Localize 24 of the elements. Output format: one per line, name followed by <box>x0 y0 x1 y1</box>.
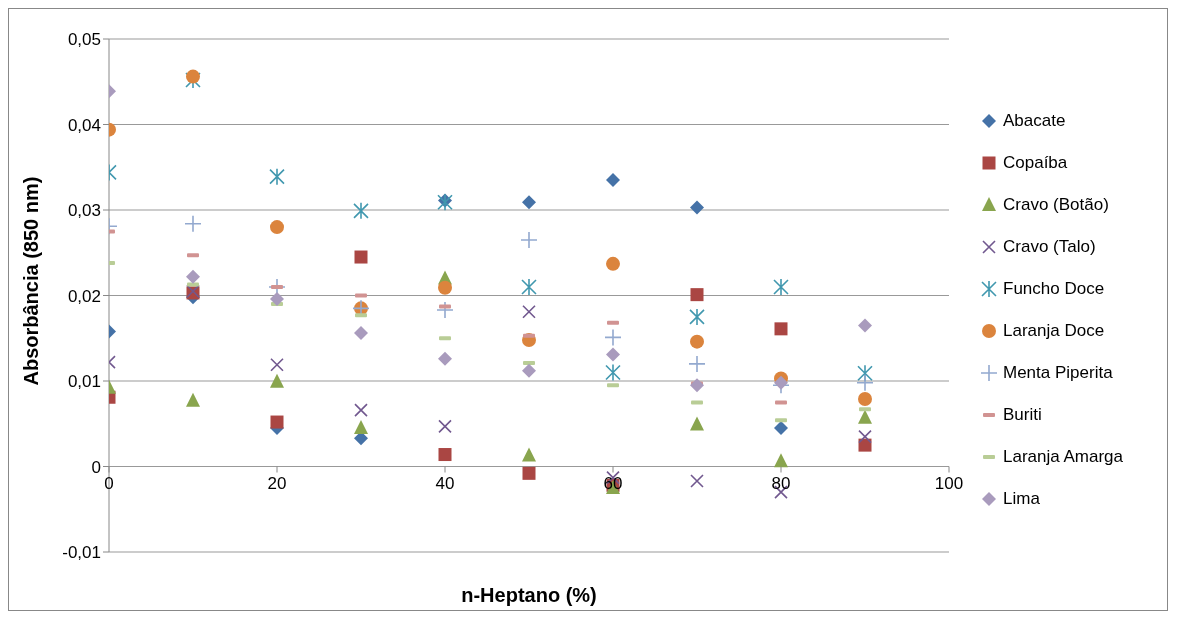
legend-label: Funcho Doce <box>1003 278 1105 299</box>
y-axis-title: Absorbância (850 nm) <box>20 176 43 386</box>
y-tick-label: -0,01 <box>62 543 101 563</box>
y-tick-label: 0,01 <box>67 372 101 392</box>
legend-label: Lima <box>1003 488 1040 509</box>
legend-label: Buriti <box>1003 404 1042 425</box>
legend-label: Laranja Amarga <box>1003 446 1124 467</box>
y-tick-label: 0,04 <box>67 115 101 135</box>
y-tick-label: 0,05 <box>67 30 101 50</box>
y-tick-label: 0,02 <box>67 286 101 306</box>
x-tick-label: 40 <box>435 473 455 493</box>
x-tick-label: 100 <box>934 473 964 493</box>
legend-label: Abacate <box>1003 110 1066 131</box>
y-tick-label: 0 <box>91 457 101 477</box>
legend-label: Cravo (Botão) <box>1003 194 1109 215</box>
legend-label: Copaíba <box>1003 152 1068 173</box>
x-axis-title: n-Heptano (%) <box>461 584 597 606</box>
legend-label: Menta Piperita <box>1003 362 1113 383</box>
x-tick-label: 20 <box>267 473 287 493</box>
legend-label: Cravo (Talo) <box>1003 236 1096 257</box>
x-tick-label: 80 <box>771 473 791 493</box>
y-tick-label: 0,03 <box>67 201 101 221</box>
legend-label: Laranja Doce <box>1003 320 1105 341</box>
x-tick-label: 0 <box>104 473 114 493</box>
